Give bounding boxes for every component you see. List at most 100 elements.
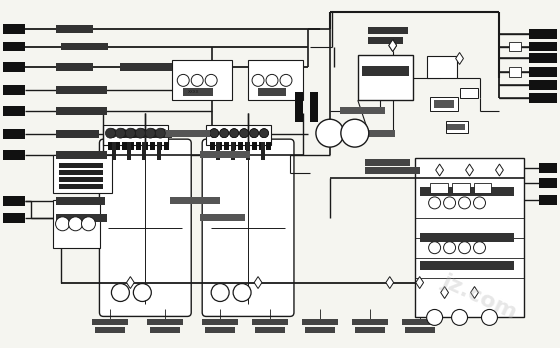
Bar	[157, 142, 161, 160]
Circle shape	[211, 284, 229, 301]
Bar	[216, 142, 220, 160]
Bar	[402, 319, 437, 325]
Polygon shape	[456, 53, 464, 64]
Bar	[200, 151, 250, 158]
Circle shape	[259, 129, 269, 138]
Circle shape	[266, 74, 278, 86]
Bar	[352, 319, 388, 325]
Bar	[109, 142, 114, 150]
Bar	[539, 178, 557, 188]
Circle shape	[444, 197, 456, 209]
Circle shape	[55, 217, 69, 231]
Bar	[405, 327, 435, 333]
Polygon shape	[470, 286, 478, 299]
Bar	[53, 200, 100, 248]
Bar	[59, 177, 104, 182]
Circle shape	[105, 128, 115, 138]
Bar	[59, 170, 104, 175]
Bar	[202, 319, 238, 325]
Bar	[510, 41, 521, 52]
Polygon shape	[127, 277, 134, 288]
Circle shape	[178, 74, 189, 86]
Circle shape	[125, 128, 136, 138]
Circle shape	[427, 309, 442, 325]
Circle shape	[444, 242, 456, 254]
Bar	[150, 327, 180, 333]
Bar	[3, 41, 25, 52]
Circle shape	[459, 242, 470, 254]
Bar	[3, 129, 25, 139]
Bar	[252, 142, 257, 150]
Bar	[55, 151, 108, 159]
Bar	[3, 213, 25, 223]
Circle shape	[230, 129, 239, 138]
Circle shape	[155, 128, 165, 138]
Circle shape	[82, 217, 95, 231]
Bar	[55, 130, 100, 138]
Text: jz.com: jz.com	[438, 271, 520, 324]
Bar	[55, 107, 108, 115]
Bar	[53, 155, 113, 193]
Bar	[295, 92, 303, 122]
Bar	[305, 327, 335, 333]
Bar	[206, 125, 271, 145]
Circle shape	[341, 119, 369, 147]
Bar	[55, 25, 94, 33]
Polygon shape	[389, 40, 396, 52]
Bar	[231, 142, 236, 150]
Circle shape	[108, 129, 117, 138]
Circle shape	[240, 129, 249, 138]
Bar	[59, 184, 104, 189]
Circle shape	[259, 129, 269, 138]
Circle shape	[233, 284, 251, 301]
Bar	[55, 197, 105, 205]
Bar	[172, 61, 232, 100]
Circle shape	[111, 284, 129, 301]
Polygon shape	[496, 164, 503, 176]
Circle shape	[451, 309, 468, 325]
Bar	[510, 68, 521, 77]
Bar	[350, 130, 395, 137]
Circle shape	[459, 197, 470, 209]
Bar	[3, 85, 25, 95]
Circle shape	[316, 119, 344, 147]
Bar	[358, 55, 413, 100]
Circle shape	[118, 129, 127, 138]
Circle shape	[220, 129, 228, 138]
Circle shape	[252, 74, 264, 86]
Bar	[259, 142, 264, 150]
Bar	[340, 107, 385, 114]
Bar	[104, 125, 168, 145]
Bar	[143, 142, 148, 150]
Bar	[302, 319, 338, 325]
Bar	[529, 93, 557, 103]
Bar	[539, 163, 557, 173]
Circle shape	[250, 129, 259, 138]
Bar	[127, 142, 132, 160]
Bar	[123, 142, 127, 150]
Circle shape	[240, 129, 249, 138]
Bar	[368, 37, 403, 44]
Bar	[460, 88, 478, 98]
Bar	[529, 54, 557, 63]
Bar	[246, 142, 250, 160]
Bar	[150, 142, 155, 150]
Text: XXXX: XXXX	[188, 90, 200, 94]
Bar	[365, 159, 410, 166]
Circle shape	[474, 242, 486, 254]
Polygon shape	[465, 164, 473, 176]
Bar	[3, 150, 25, 160]
Bar	[142, 142, 146, 160]
Circle shape	[133, 284, 151, 301]
Circle shape	[230, 129, 239, 138]
Circle shape	[115, 128, 125, 138]
Bar	[55, 63, 94, 71]
Bar	[115, 142, 120, 150]
Circle shape	[136, 128, 146, 138]
Bar	[3, 106, 25, 116]
Bar	[238, 142, 243, 150]
Bar	[113, 142, 116, 160]
Circle shape	[191, 74, 203, 86]
Bar	[261, 142, 265, 160]
Bar	[55, 214, 108, 222]
